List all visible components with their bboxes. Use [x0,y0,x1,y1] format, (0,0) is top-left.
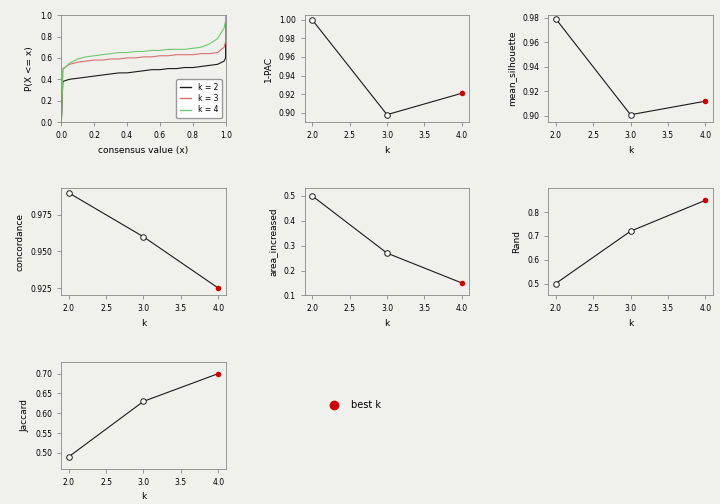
X-axis label: k: k [141,492,146,501]
Y-axis label: 1-PAC: 1-PAC [264,55,273,82]
X-axis label: consensus value (x): consensus value (x) [99,146,189,155]
X-axis label: k: k [141,319,146,328]
Y-axis label: P(X <= x): P(X <= x) [25,46,35,91]
Y-axis label: concordance: concordance [16,213,24,271]
Y-axis label: Jaccard: Jaccard [21,399,30,432]
Y-axis label: Rand: Rand [513,230,521,254]
Text: best k: best k [351,400,381,410]
Y-axis label: area_increased: area_increased [269,208,278,276]
Legend: k = 2, k = 3, k = 4: k = 2, k = 3, k = 4 [176,79,222,118]
Y-axis label: mean_silhouette: mean_silhouette [508,31,517,106]
X-axis label: k: k [628,319,633,328]
X-axis label: k: k [384,146,390,155]
X-axis label: k: k [628,146,633,155]
X-axis label: k: k [384,319,390,328]
